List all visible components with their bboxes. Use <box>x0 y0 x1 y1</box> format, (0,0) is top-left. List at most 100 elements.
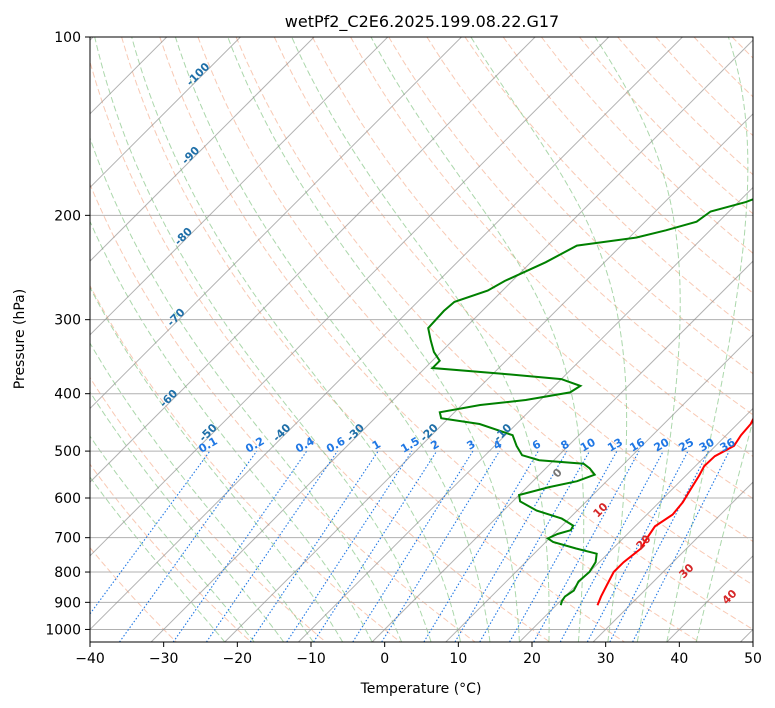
chart-title: wetPf2_C2E6.2025.199.08.22.G17 <box>285 12 559 32</box>
y-axis: 100 200 300 400 500 600 700 800 900 1000 <box>45 30 90 638</box>
mixing-ratio-line <box>632 450 730 642</box>
isotherm-label: -40 <box>270 421 293 444</box>
plot-frame <box>89 36 754 643</box>
dry-adiabat <box>541 37 753 254</box>
moist-adiabat <box>90 342 314 642</box>
moist-adiabat-label: 0 <box>550 466 565 481</box>
x-tick-label: 0 <box>380 651 389 667</box>
y-axis-label: Pressure (hPa) <box>12 289 28 389</box>
mixing-ratio-line <box>249 450 379 642</box>
y-tick-label: 700 <box>54 531 81 547</box>
moist-adiabat <box>131 37 461 642</box>
mixing-ratio-label: 0.6 <box>324 434 348 455</box>
dry-adiabat <box>90 182 476 642</box>
dry-adiabat <box>90 284 401 642</box>
moist-adiabat <box>666 37 749 642</box>
mixing-ratio-label: 30 <box>697 435 717 454</box>
moist-adiabat <box>90 435 255 642</box>
y-tick-label: 300 <box>54 313 81 329</box>
moist-adiabat <box>370 37 585 642</box>
moist-adiabat <box>594 37 681 642</box>
isotherm-label: -60 <box>157 387 180 410</box>
isotherm-gridline <box>90 37 683 631</box>
isotherm-gridline <box>90 37 536 483</box>
x-tick-label: 50 <box>744 651 762 667</box>
isotherm-label: -30 <box>344 421 367 444</box>
y-tick-label: 1000 <box>45 622 81 638</box>
mixing-ratio-line <box>609 450 709 642</box>
mixing-ratio-label: 1.5 <box>398 435 421 456</box>
y-tick-label: 100 <box>54 30 81 46</box>
moist-adiabat <box>90 286 344 642</box>
isotherm-gridline <box>224 113 753 642</box>
mixing-ratio-line <box>313 450 438 642</box>
x-tick-label: 40 <box>670 651 688 667</box>
isotherm-gridline <box>445 334 753 642</box>
moist-adiabat <box>227 37 520 642</box>
moist-adiabat <box>90 476 226 642</box>
moist-adiabat-label: 30 <box>677 561 697 581</box>
y-tick-label: 900 <box>54 595 81 611</box>
isotherm-gridline <box>90 37 241 189</box>
mixing-ratio-line <box>559 450 664 642</box>
isotherm-gridline <box>666 555 753 642</box>
mixing-ratio-label: 2 <box>428 438 441 453</box>
dewpoint-line <box>427 198 753 606</box>
dry-adiabat <box>273 37 753 543</box>
isotherm-gridline <box>90 37 462 410</box>
x-tick-label: 20 <box>523 651 541 667</box>
x-tick-label: 30 <box>597 651 615 667</box>
mixing-ratio-line <box>381 450 500 642</box>
isotherm-gridline <box>519 407 753 642</box>
dry-adiabat <box>350 37 753 458</box>
x-tick-label: −10 <box>296 651 326 667</box>
dry-adiabat <box>655 37 753 137</box>
isotherm-gridline <box>371 260 753 642</box>
moist-adiabat-label: 40 <box>720 587 740 607</box>
x-tick-label: −30 <box>149 651 179 667</box>
isotherm-label: -70 <box>164 306 187 329</box>
dry-adiabat <box>121 37 625 642</box>
x-tick-label: 10 <box>449 651 467 667</box>
dry-adiabat <box>197 37 753 630</box>
moist-adiabat <box>470 37 628 642</box>
mixing-ratio-label: 36 <box>718 435 738 454</box>
mixing-ratio-label: 0.2 <box>243 435 266 456</box>
isotherm-gridline <box>592 481 753 642</box>
y-tick-label: 500 <box>54 444 81 460</box>
mixing-ratio-line <box>586 450 689 642</box>
isotherm-label: -90 <box>179 144 202 167</box>
isotherm-gridline <box>90 37 610 557</box>
y-tick-label: 800 <box>54 565 81 581</box>
isotherm-gridline <box>90 37 389 336</box>
mixing-ratio-line <box>205 450 338 642</box>
mixing-ratio-line <box>509 450 618 642</box>
dry-adiabat <box>770 37 775 642</box>
isotherm-gridline <box>298 186 753 642</box>
mixing-ratio-label: 6 <box>530 437 543 452</box>
moist-adiabat <box>94 37 432 642</box>
dry-adiabat <box>311 37 753 500</box>
temperature-line <box>596 417 753 606</box>
dry-adiabat <box>464 37 753 334</box>
mixing-ratio-label: 16 <box>627 435 647 454</box>
mixing-ratio-line <box>172 450 308 642</box>
dry-adiabat <box>90 376 327 642</box>
isotherm-gridline <box>740 628 753 642</box>
mixing-ratio-line <box>90 450 211 615</box>
mixing-ratio-line <box>533 450 640 642</box>
moist-adiabat <box>90 220 373 642</box>
mixing-ratio-label: 25 <box>676 436 696 455</box>
dry-adiabat <box>90 60 551 642</box>
mixing-ratio-label: 0.4 <box>293 434 317 455</box>
y-tick-label: 400 <box>54 387 81 403</box>
x-tick-label: −20 <box>223 651 253 667</box>
y-tick-label: 600 <box>54 491 81 507</box>
mixing-ratio-line <box>286 450 413 642</box>
isotherm-gridline <box>150 39 753 642</box>
dry-adiabat <box>388 37 753 416</box>
isotherm-label: -80 <box>172 225 195 248</box>
x-tick-label: −40 <box>75 651 105 667</box>
dry-adiabat <box>90 463 252 642</box>
